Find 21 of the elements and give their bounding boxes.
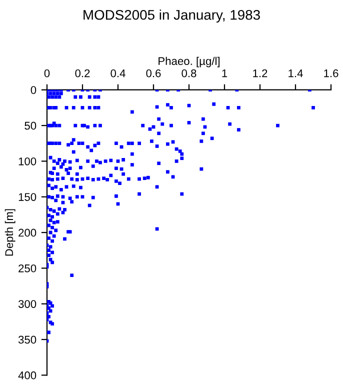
y-tick-label: 400 bbox=[18, 371, 36, 380]
x-axis-title: Phaeo. [µg/l] bbox=[158, 56, 220, 68]
y-tick-label: 300 bbox=[18, 300, 36, 308]
y-axis-title: Depth [m] bbox=[4, 209, 16, 256]
x-tick-label: 0.2 bbox=[75, 69, 90, 78]
y-tick-label: 350 bbox=[18, 336, 36, 344]
y-tick-label: 200 bbox=[18, 228, 36, 237]
x-tick-label: 0.6 bbox=[146, 69, 161, 78]
y-tick-label: 250 bbox=[18, 264, 36, 272]
x-tick-label: 1 bbox=[222, 69, 228, 78]
x-tick-label: 0.4 bbox=[110, 69, 126, 78]
x-tick-label: 0.8 bbox=[182, 69, 196, 78]
x-tick-label: 1.4 bbox=[288, 69, 303, 78]
x-tick-label: 1.6 bbox=[324, 69, 338, 78]
y-tick-label: 150 bbox=[18, 193, 36, 201]
y-tick-label: 100 bbox=[18, 157, 36, 166]
chart-title: MODS2005 in January, 1983 bbox=[84, 10, 260, 23]
x-tick-label: 0 bbox=[44, 69, 50, 78]
y-tick-label: 50 bbox=[24, 122, 36, 130]
x-tick-label: 1.2 bbox=[253, 69, 268, 78]
y-tick-label: 0 bbox=[30, 86, 36, 94]
